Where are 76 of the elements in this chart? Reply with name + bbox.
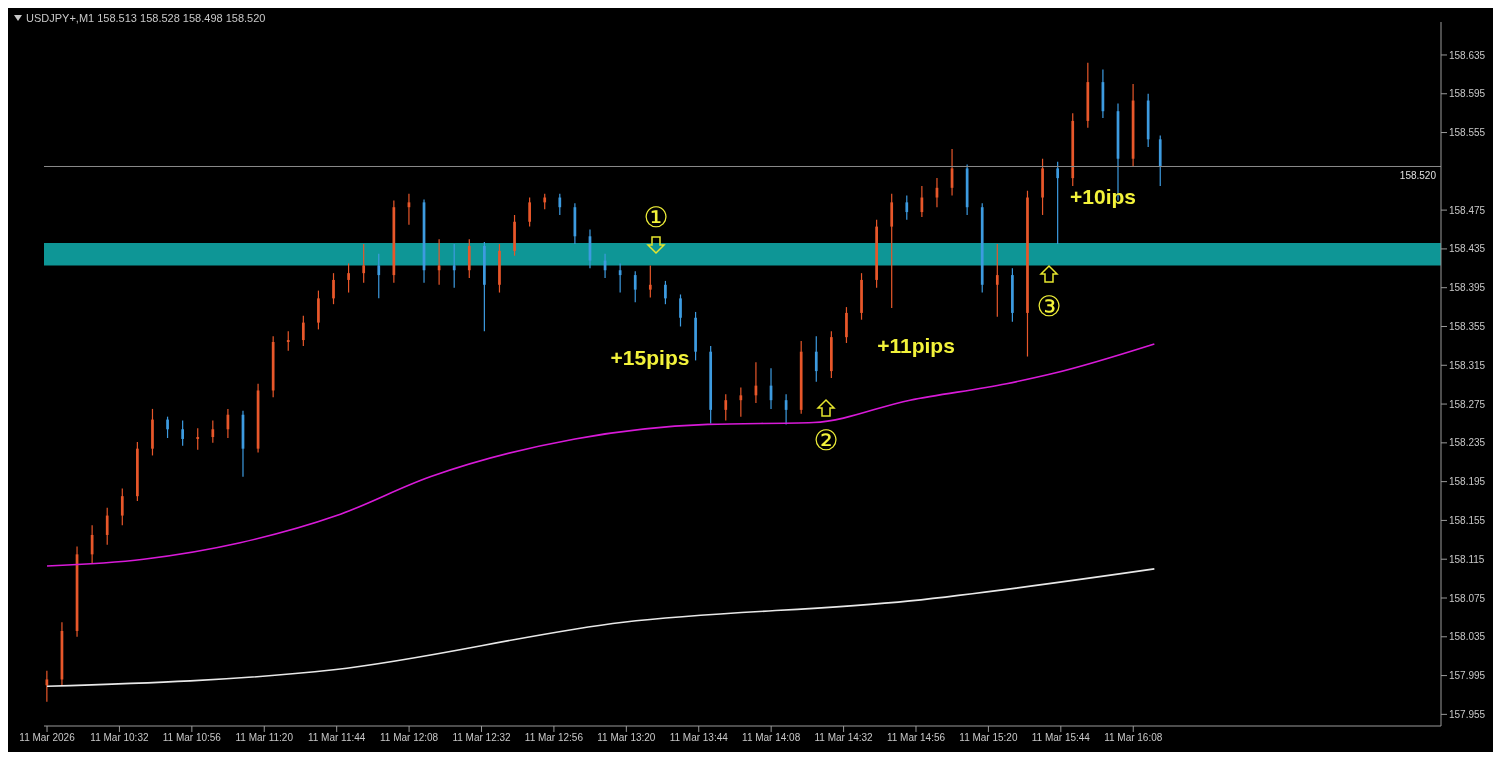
candlestick	[105, 507, 109, 546]
y-tick-label: 158.035	[1449, 631, 1486, 643]
annotation: +10ips	[1070, 184, 1136, 208]
y-tick-label: 158.315	[1449, 359, 1486, 371]
x-tick-label: 11 Mar 12:08	[380, 732, 439, 744]
y-tick-label: 158.075	[1449, 592, 1486, 604]
candlestick	[558, 193, 562, 216]
candlestick	[347, 262, 350, 294]
x-tick-label: 11 Mar 2026	[19, 732, 76, 744]
y-tick-label: 158.355	[1449, 321, 1486, 333]
x-tick-label: 11 Mar 13:20	[597, 732, 656, 744]
candlestick	[377, 253, 381, 299]
x-tick-label: 11 Mar 10:56	[162, 732, 222, 744]
candlestick	[332, 272, 335, 305]
x-tick-label: 11 Mar 13:44	[669, 732, 729, 744]
line-series	[46, 568, 1156, 688]
x-tick-label: 11 Mar 15:20	[959, 732, 1018, 744]
annotation: +11pips	[877, 333, 955, 357]
x-tick-label: 11 Mar 11:44	[307, 732, 366, 744]
candlestick	[196, 427, 200, 451]
annotation: +15pips	[610, 345, 690, 369]
candlestick	[513, 214, 516, 257]
chart-title: USDJPY+,M1 158.513 158.528 158.498 158.520	[26, 12, 266, 24]
candlestick	[905, 194, 909, 221]
candlestick	[362, 243, 366, 284]
y-tick-label: 158.555	[1449, 127, 1486, 139]
candlestick	[724, 393, 728, 422]
y-tick-label: 158.395	[1449, 282, 1486, 294]
x-tick-label: 11 Mar 14:08	[742, 732, 801, 744]
y-tick-label: 157.995	[1449, 670, 1486, 682]
candlestick	[648, 264, 652, 298]
y-tick-label: 158.635	[1449, 49, 1486, 61]
y-tick-label: 158.595	[1449, 88, 1486, 100]
y-tick-label: 158.235	[1449, 437, 1486, 449]
candlestick	[528, 196, 531, 228]
annotation: ②	[813, 423, 839, 457]
candlestick	[301, 315, 305, 347]
x-tick-label: 11 Mar 15:44	[1031, 732, 1091, 744]
x-tick-label: 11 Mar 14:32	[814, 732, 874, 744]
x-tick-label: 11 Mar 14:56	[886, 732, 946, 744]
candlestick	[498, 243, 501, 294]
ref-line-label: 158.520	[1399, 169, 1437, 181]
candlestick	[995, 243, 999, 318]
candlestick	[679, 293, 682, 328]
candlestick	[633, 270, 637, 303]
y-tick-label: 158.195	[1449, 476, 1486, 488]
candlestick	[151, 408, 154, 457]
x-tick-label: 11 Mar 12:56	[524, 732, 584, 744]
candlestick	[860, 272, 863, 321]
candlestick	[1056, 161, 1060, 245]
candlestick	[452, 243, 456, 289]
candlestick	[739, 386, 743, 418]
candlestick	[814, 335, 818, 383]
candlestick	[211, 419, 215, 444]
annotation: ①	[643, 200, 669, 234]
candlestick	[166, 416, 169, 439]
candlestick	[664, 280, 667, 305]
y-tick-label: 158.475	[1449, 204, 1486, 216]
x-tick-label: 11 Mar 12:32	[452, 732, 512, 744]
candlestick	[286, 330, 290, 352]
candlestick	[618, 262, 622, 294]
y-tick-label: 158.275	[1449, 398, 1486, 410]
candlestick	[120, 487, 124, 526]
annotation: ③	[1036, 289, 1062, 323]
y-tick-label: 157.955	[1449, 708, 1486, 720]
candlestick	[1041, 158, 1044, 216]
x-tick-label: 11 Mar 16:08	[1104, 732, 1163, 744]
x-tick-label: 11 Mar 11:20	[235, 732, 294, 744]
candlestick	[181, 419, 184, 447]
candlestick	[1026, 190, 1029, 358]
candlestick	[317, 290, 320, 330]
x-tick-label: 11 Mar 10:32	[90, 732, 149, 744]
y-tick-label: 158.155	[1449, 514, 1486, 526]
y-tick-label: 158.435	[1449, 243, 1486, 255]
y-tick-label: 158.115	[1449, 553, 1485, 565]
candlestick	[845, 306, 848, 344]
